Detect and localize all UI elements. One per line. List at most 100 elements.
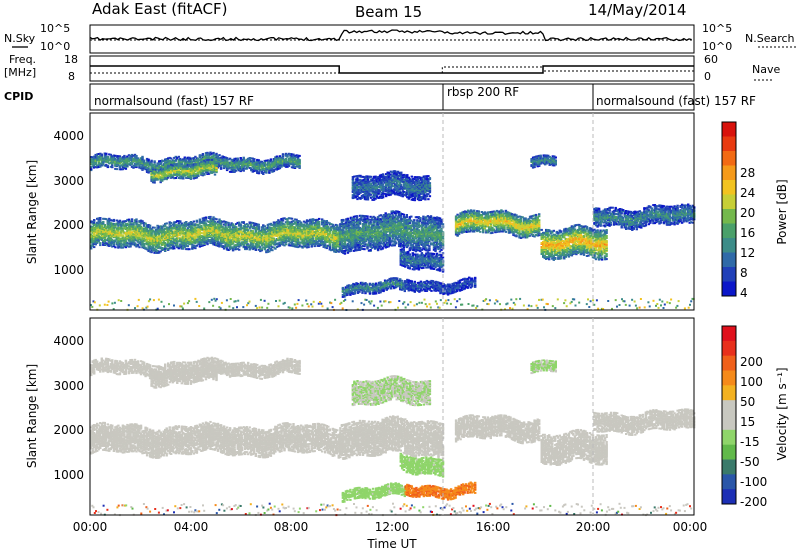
cpid-segment-3: normalsound (fast) 157 RF bbox=[596, 94, 756, 108]
power-echo-cell bbox=[114, 246, 116, 248]
power-echo-cell bbox=[329, 244, 331, 246]
power-echo-cell bbox=[152, 167, 154, 169]
power-echo-cell bbox=[312, 237, 314, 239]
power-echo-cell bbox=[188, 248, 190, 250]
power-echo-cell bbox=[128, 219, 130, 221]
freq-label-top: Freq. bbox=[9, 53, 36, 66]
power-echo-cell bbox=[235, 226, 237, 228]
power-echo-cell bbox=[196, 220, 198, 222]
power-echo-cell bbox=[282, 157, 284, 159]
power-echo-cell bbox=[205, 217, 207, 219]
power-echo-cell bbox=[200, 225, 202, 227]
power-echo-cell bbox=[243, 221, 245, 223]
power-echo-cell bbox=[285, 243, 287, 245]
power-echo-cell bbox=[238, 222, 240, 224]
power-echo-cell bbox=[104, 224, 106, 226]
power-panel: 1000 2000 3000 4000 Slant Range [km] bbox=[25, 113, 695, 311]
power-echo-cell bbox=[147, 159, 149, 161]
power-echo-cell bbox=[227, 222, 229, 224]
power-echo-cell bbox=[170, 222, 172, 224]
power-echo-cell bbox=[188, 164, 190, 166]
power-echo-cell bbox=[200, 161, 202, 163]
frequency-line bbox=[90, 66, 694, 73]
power-echo-cell bbox=[298, 165, 300, 167]
power-echo-cell bbox=[255, 249, 257, 251]
power-echo-cell bbox=[253, 158, 255, 160]
plot-canvas: Adak East (fitACF) Beam 15 14/May/2014 N… bbox=[0, 0, 800, 554]
power-echo-cell bbox=[215, 161, 217, 163]
power-echo-cell bbox=[99, 244, 101, 246]
power-echo-cell bbox=[214, 174, 216, 176]
power-echo-cell bbox=[342, 219, 344, 221]
power-echo-cell bbox=[211, 159, 213, 161]
power-echo-cell bbox=[101, 154, 103, 156]
nave-label: Nave bbox=[752, 63, 780, 76]
freq-panel: Freq. [MHz] 18 8 60 0 Nave bbox=[4, 53, 780, 83]
power-echo-cell bbox=[215, 218, 217, 220]
power-echo-cell bbox=[229, 226, 231, 228]
power-echo-cell bbox=[125, 168, 127, 170]
power-echo-cell bbox=[153, 227, 155, 229]
power-echo-cell bbox=[240, 223, 242, 225]
power-echo-cell bbox=[131, 163, 133, 165]
power-echo-cell bbox=[324, 243, 326, 245]
power-echo-cell bbox=[307, 246, 309, 248]
power-echo-cell bbox=[107, 156, 109, 158]
power-echo-cell bbox=[202, 153, 204, 155]
power-echo-cell bbox=[306, 222, 308, 224]
noise-sky-line bbox=[90, 30, 692, 41]
power-echo-cell bbox=[359, 221, 361, 223]
power-echo-cell bbox=[261, 248, 263, 250]
noise-panel: N.Sky 10^5 10^0 10^5 10^0 N.Search bbox=[4, 22, 796, 53]
power-echo-cell bbox=[232, 223, 234, 225]
power-echo-cell bbox=[179, 234, 181, 236]
power-echo-cell bbox=[182, 177, 184, 179]
power-echo-cell bbox=[220, 167, 222, 169]
power-echo-cell bbox=[102, 221, 104, 223]
power-echo-cell bbox=[199, 219, 201, 221]
power-echo-cell bbox=[131, 220, 133, 222]
power-echo-cell bbox=[347, 218, 349, 220]
freq-right-tick-bottom: 0 bbox=[704, 70, 711, 83]
power-echo-cell bbox=[175, 177, 177, 179]
power-echo-cell bbox=[206, 242, 208, 244]
cpid-panel: CPID normalsound (fast) 157 RF rbsp 200 … bbox=[4, 84, 756, 110]
power-echo-cell bbox=[258, 226, 260, 228]
power-echo-cell bbox=[99, 220, 101, 222]
power-echo-cell bbox=[135, 220, 137, 222]
power-echo-cell bbox=[215, 153, 217, 155]
noise-right-tick-top: 10^5 bbox=[702, 22, 732, 35]
power-echo-cell bbox=[240, 157, 242, 159]
power-echo-cell bbox=[138, 246, 140, 248]
power-echo-cell bbox=[300, 222, 302, 224]
power-echo-cell bbox=[298, 159, 300, 161]
power-echo-cell bbox=[184, 166, 186, 168]
power-echo-cell bbox=[237, 158, 239, 160]
power-echo-cell bbox=[252, 230, 254, 232]
power-echo-cell bbox=[285, 158, 287, 160]
power-echo-cell bbox=[131, 218, 133, 220]
power-echo-cell bbox=[107, 165, 109, 167]
power-echo-cell bbox=[215, 167, 217, 169]
power-echo-cell bbox=[298, 155, 300, 157]
power-echo-cell bbox=[318, 221, 320, 223]
power-echo-cell bbox=[197, 175, 199, 177]
power-echo-cell bbox=[212, 152, 214, 154]
power-echo-cell bbox=[247, 229, 249, 231]
power-echo-cell bbox=[329, 247, 331, 249]
power-echo-cell bbox=[247, 224, 249, 226]
power-echo-cell bbox=[264, 225, 266, 227]
power-echo-cell bbox=[122, 230, 124, 232]
power-echo-cell bbox=[93, 219, 95, 221]
power-echo-cell bbox=[344, 253, 346, 255]
noise-left-tick-top: 10^5 bbox=[40, 22, 70, 35]
power-echo-cell bbox=[153, 160, 155, 162]
power-echo-cell bbox=[190, 177, 192, 179]
power-echo-cell bbox=[336, 224, 338, 226]
power-echo-cell bbox=[135, 155, 137, 157]
power-echo-cell bbox=[173, 247, 175, 249]
power-echo-cell bbox=[116, 168, 118, 170]
power-echo-cell bbox=[135, 218, 137, 220]
power-echo-cell bbox=[193, 221, 195, 223]
power-echo-cell bbox=[273, 238, 275, 240]
